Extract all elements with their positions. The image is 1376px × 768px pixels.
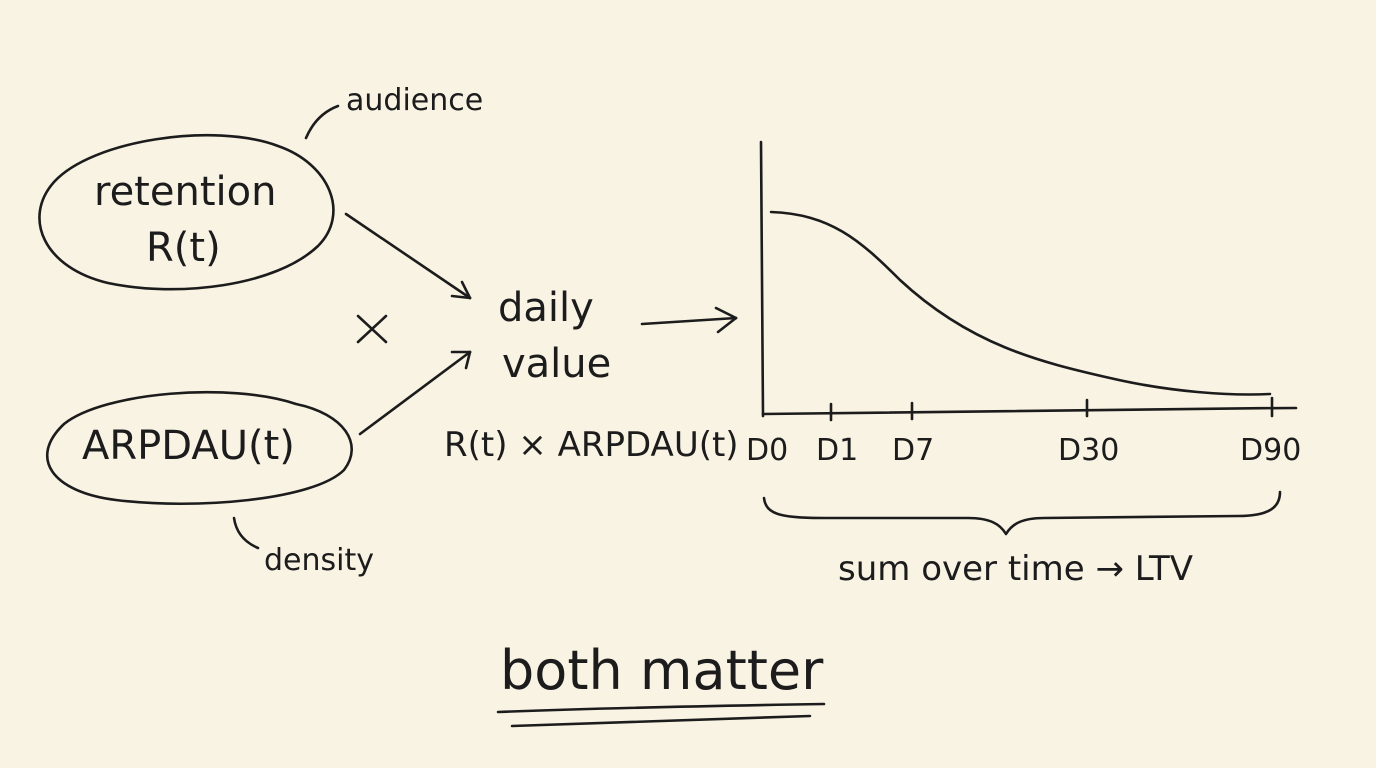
retention-curve	[769, 210, 1272, 396]
audience-connector	[304, 104, 340, 140]
footer-underline-2	[510, 714, 812, 728]
daily-value-line2: value	[502, 341, 612, 387]
sum-brace	[762, 490, 1282, 536]
tick-label-d1: D1	[816, 433, 859, 468]
retention-ellipse	[38, 133, 335, 291]
arpdau-label: ARPDAU(t)	[82, 423, 295, 469]
tick-label-d0: D0	[746, 433, 789, 468]
arpdau-ellipse	[45, 390, 353, 506]
daily-value-line1: daily	[498, 285, 594, 331]
tick-label-d30: D30	[1058, 433, 1120, 468]
chart-x-axis	[761, 406, 1298, 416]
chart-y-axis	[759, 140, 765, 418]
density-note: density	[264, 543, 374, 578]
arrow-daily-to-chart	[640, 306, 738, 334]
arrow-arpdau-to-daily	[358, 350, 472, 436]
footer-underline-1	[496, 702, 826, 714]
ltv-caption: sum over time → LTV	[838, 549, 1194, 589]
daily-value-formula: R(t) × ARPDAU(t)	[444, 425, 739, 465]
retention-label: retention	[94, 169, 277, 215]
tick-label-d90: D90	[1240, 433, 1302, 468]
footer-text: both matter	[500, 639, 824, 702]
audience-note: audience	[346, 83, 484, 118]
tick-label-d7: D7	[892, 433, 935, 468]
multiply-sign	[356, 314, 388, 344]
arrow-retention-to-daily	[344, 212, 472, 300]
density-connector	[232, 516, 260, 550]
retention-formula: R(t)	[146, 225, 221, 271]
